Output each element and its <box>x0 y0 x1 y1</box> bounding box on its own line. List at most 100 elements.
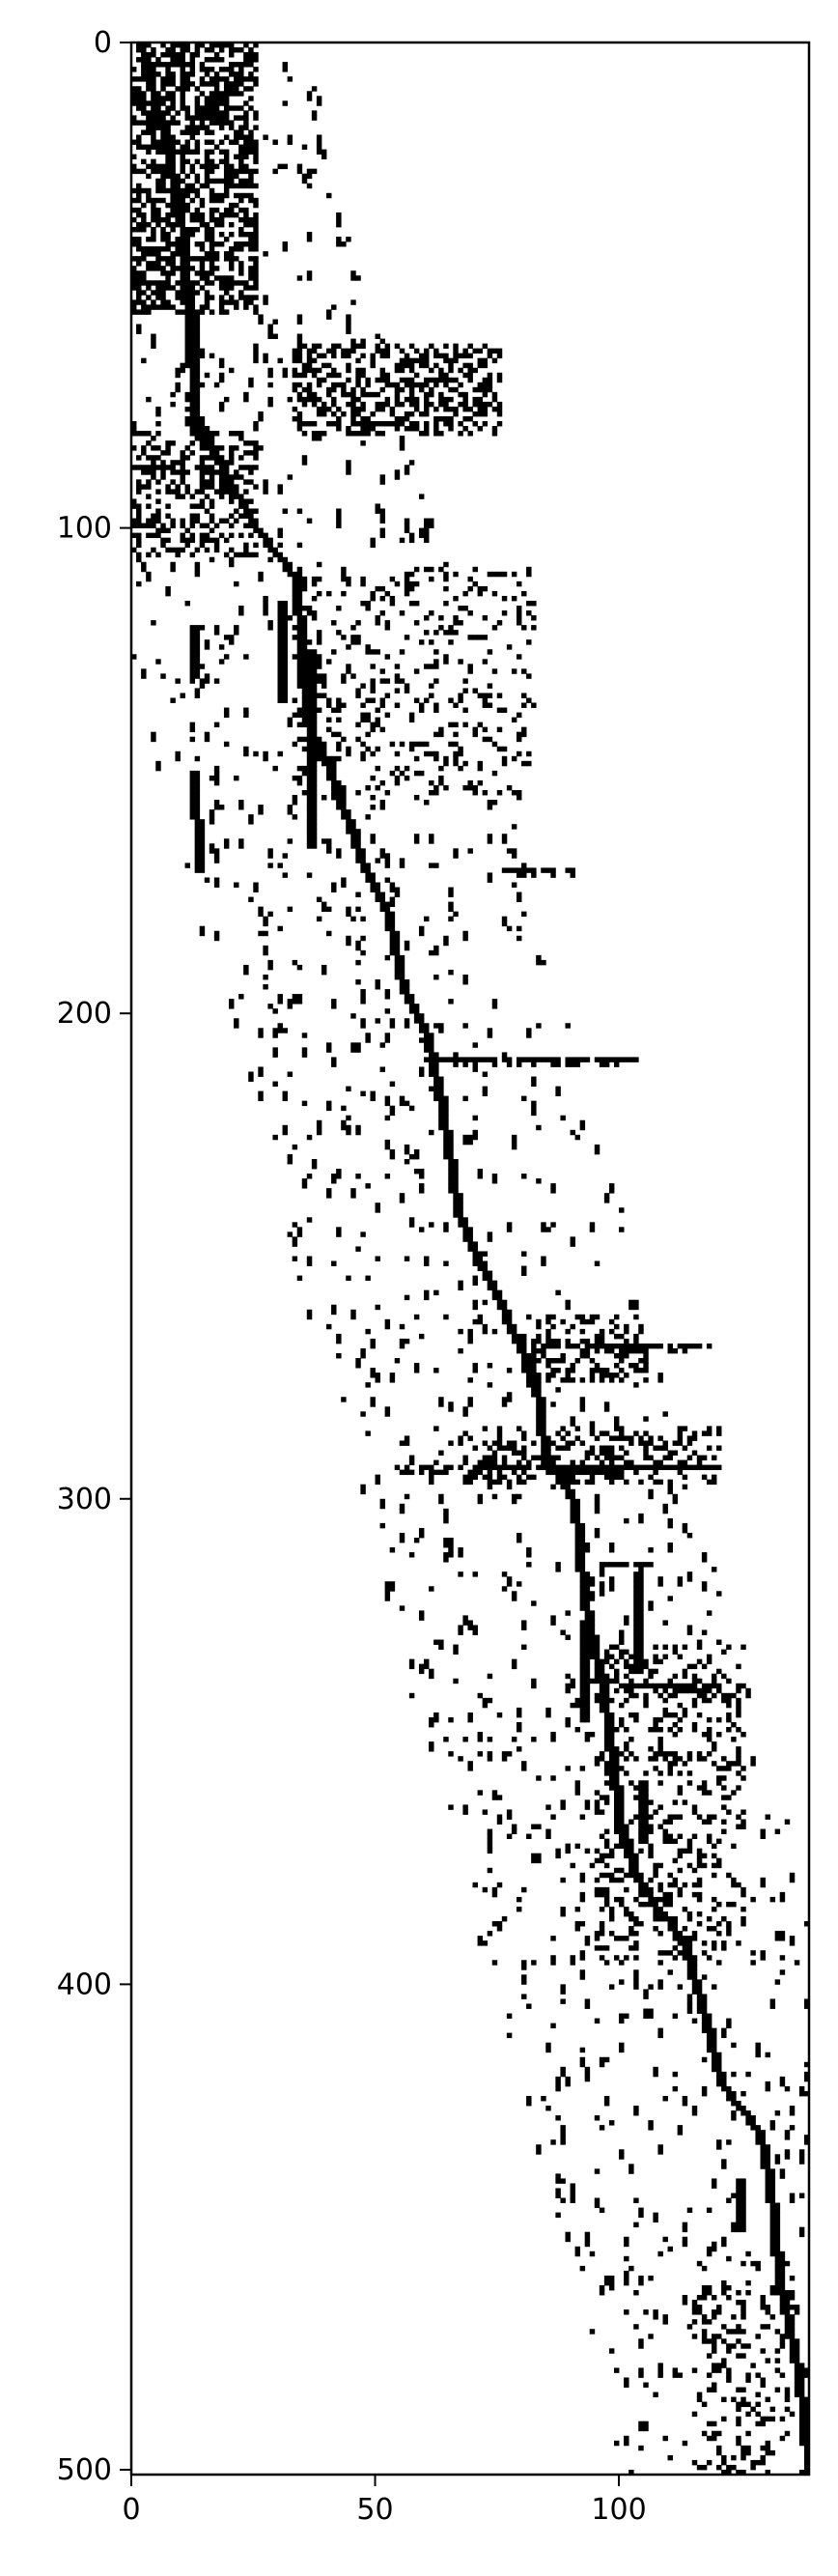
heatmap-cell <box>384 1596 391 1601</box>
heatmap-cell <box>740 2445 746 2451</box>
heatmap-cell <box>370 678 376 684</box>
heatmap-cell <box>643 1804 649 1810</box>
heatmap-cell <box>467 406 473 412</box>
heatmap-cell <box>229 484 235 490</box>
heatmap-cell <box>628 1440 634 1446</box>
heatmap-cell <box>141 62 147 68</box>
heatmap-cell <box>394 416 401 422</box>
heatmap-cell <box>213 52 220 58</box>
heatmap-cell <box>696 2008 703 2014</box>
heatmap-cell <box>716 1426 722 1431</box>
heatmap-cell <box>526 600 532 607</box>
heatmap-cell <box>204 304 210 310</box>
heatmap-cell <box>238 67 244 72</box>
heatmap-cell <box>223 149 230 155</box>
heatmap-cell <box>360 372 366 379</box>
heatmap-cell <box>194 561 201 568</box>
heatmap-cell <box>765 2193 770 2198</box>
heatmap-cell <box>189 440 196 446</box>
heatmap-cell <box>619 1469 625 1476</box>
heatmap-cell <box>516 1906 522 1912</box>
heatmap-cell <box>170 76 176 82</box>
heatmap-cell <box>223 654 230 660</box>
heatmap-cell <box>223 100 230 106</box>
heatmap-cell <box>151 620 156 626</box>
heatmap-cell <box>180 285 185 291</box>
heatmap-cell <box>619 1430 625 1436</box>
heatmap-cell <box>740 1775 746 1781</box>
heatmap-cell <box>677 1790 684 1796</box>
heatmap-cell <box>638 1848 644 1854</box>
heatmap-cell <box>180 280 185 286</box>
heatmap-cell <box>194 391 201 398</box>
heatmap-cell <box>346 580 351 587</box>
heatmap-cell <box>667 1751 673 1757</box>
heatmap-cell <box>170 261 176 267</box>
heatmap-cell <box>151 67 156 72</box>
heatmap-cell <box>677 1716 684 1723</box>
heatmap-cell <box>155 57 161 63</box>
heatmap-cell <box>375 1256 380 1261</box>
heatmap-cell <box>413 600 420 607</box>
heatmap-cell <box>218 474 225 480</box>
heatmap-cell <box>682 1522 688 1529</box>
heatmap-cell <box>448 357 454 364</box>
heatmap-cell <box>282 566 289 573</box>
heatmap-cell <box>277 668 283 674</box>
heatmap-cell <box>594 1761 601 1767</box>
heatmap-cell <box>234 474 239 480</box>
heatmap-cell <box>199 256 206 262</box>
heatmap-cell <box>248 129 254 135</box>
heatmap-cell <box>453 731 459 738</box>
heatmap-cell <box>350 819 356 825</box>
heatmap-cell <box>365 1382 371 1388</box>
heatmap-cell <box>701 2013 708 2019</box>
heatmap-cell <box>726 1697 732 1704</box>
heatmap-cell <box>624 1727 629 1733</box>
heatmap-cell <box>740 2329 746 2335</box>
heatmap-cell <box>599 1857 605 1864</box>
heatmap-cell <box>472 1882 478 1888</box>
heatmap-cell <box>194 867 201 873</box>
heatmap-cell <box>375 343 380 350</box>
heatmap-cell <box>165 241 171 247</box>
heatmap-cell <box>165 139 171 145</box>
heatmap-cell <box>443 1464 449 1471</box>
heatmap-cell <box>472 1469 478 1476</box>
heatmap-cell <box>579 1891 586 1898</box>
heatmap-cell <box>341 784 347 791</box>
heatmap-cell <box>443 343 449 350</box>
heatmap-cell <box>375 887 380 892</box>
heatmap-cell <box>686 1838 693 1845</box>
heatmap-cell <box>151 134 156 140</box>
heatmap-cell <box>536 1421 542 1427</box>
heatmap-cell <box>467 362 473 369</box>
heatmap-cell <box>199 421 206 427</box>
heatmap-cell <box>453 615 459 621</box>
heatmap-cell <box>599 1445 605 1451</box>
heatmap-cell <box>731 1761 737 1767</box>
heatmap-cell <box>789 2275 796 2281</box>
heatmap-cell <box>803 2416 810 2422</box>
heatmap-cell <box>584 1347 591 1354</box>
heatmap-cell <box>184 489 190 495</box>
heatmap-cell <box>565 1610 571 1616</box>
heatmap-cell <box>253 523 259 528</box>
heatmap-cell <box>477 1459 484 1466</box>
heatmap-cell <box>238 216 244 223</box>
heatmap-cell <box>238 149 244 155</box>
heatmap-cell <box>662 1654 668 1660</box>
heatmap-cell <box>204 256 210 262</box>
heatmap-cell <box>536 1382 542 1388</box>
heatmap-cell <box>521 1450 527 1456</box>
heatmap-cell <box>165 450 171 456</box>
heatmap-cell <box>608 1445 615 1451</box>
heatmap-cell <box>760 2154 766 2160</box>
heatmap-cell <box>721 1795 727 1800</box>
heatmap-cell <box>477 426 484 432</box>
heatmap-cell <box>209 81 215 87</box>
heatmap-cell <box>180 469 185 475</box>
heatmap-cell <box>458 697 463 703</box>
heatmap-cell <box>599 1702 605 1709</box>
heatmap-cell <box>141 251 147 257</box>
